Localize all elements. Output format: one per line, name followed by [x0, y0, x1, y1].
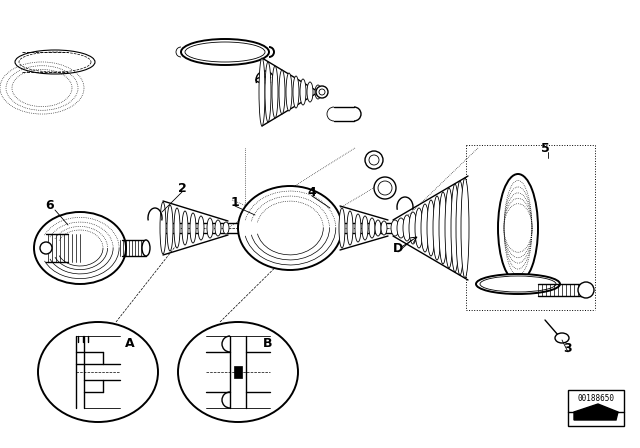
Ellipse shape	[409, 212, 417, 244]
Ellipse shape	[403, 215, 411, 241]
Ellipse shape	[421, 204, 429, 252]
Ellipse shape	[433, 196, 441, 260]
Ellipse shape	[185, 42, 265, 62]
Polygon shape	[574, 404, 618, 420]
Ellipse shape	[347, 211, 353, 245]
Ellipse shape	[265, 62, 271, 122]
Ellipse shape	[397, 218, 405, 238]
Ellipse shape	[238, 186, 342, 270]
Ellipse shape	[369, 155, 379, 165]
Ellipse shape	[279, 70, 285, 114]
Ellipse shape	[190, 213, 196, 243]
Ellipse shape	[142, 240, 150, 256]
Ellipse shape	[215, 220, 221, 236]
Ellipse shape	[381, 221, 387, 235]
Ellipse shape	[374, 177, 396, 199]
Text: 4: 4	[308, 185, 316, 198]
Ellipse shape	[286, 73, 292, 111]
Ellipse shape	[223, 222, 229, 234]
Ellipse shape	[578, 282, 594, 298]
Text: 2: 2	[178, 181, 186, 194]
Ellipse shape	[167, 205, 173, 251]
Ellipse shape	[315, 85, 321, 99]
Ellipse shape	[415, 208, 423, 248]
Ellipse shape	[375, 220, 381, 236]
Text: 3: 3	[564, 341, 572, 354]
Ellipse shape	[198, 216, 204, 240]
Ellipse shape	[319, 89, 325, 95]
Ellipse shape	[181, 39, 269, 65]
Text: A: A	[125, 336, 135, 349]
Ellipse shape	[445, 188, 453, 268]
Ellipse shape	[365, 151, 383, 169]
Ellipse shape	[34, 212, 126, 284]
Ellipse shape	[259, 58, 265, 126]
Ellipse shape	[40, 242, 52, 254]
Text: B: B	[263, 336, 273, 349]
Ellipse shape	[362, 216, 368, 240]
Ellipse shape	[272, 66, 278, 118]
Ellipse shape	[293, 76, 299, 108]
Text: 00188650: 00188650	[577, 393, 614, 402]
Text: 6: 6	[45, 198, 54, 211]
Ellipse shape	[461, 178, 469, 278]
Ellipse shape	[339, 208, 345, 248]
Ellipse shape	[316, 86, 328, 98]
Bar	[234, 366, 242, 378]
Ellipse shape	[480, 276, 556, 292]
Ellipse shape	[300, 79, 306, 105]
Bar	[568, 390, 624, 426]
Ellipse shape	[160, 202, 166, 254]
Ellipse shape	[307, 82, 313, 102]
Ellipse shape	[439, 192, 447, 264]
Ellipse shape	[174, 208, 180, 248]
Ellipse shape	[555, 333, 569, 343]
Ellipse shape	[498, 174, 538, 282]
Ellipse shape	[207, 218, 213, 238]
Ellipse shape	[456, 181, 464, 275]
Ellipse shape	[391, 220, 399, 236]
Ellipse shape	[451, 184, 459, 272]
Ellipse shape	[427, 200, 435, 256]
Ellipse shape	[476, 274, 560, 294]
Ellipse shape	[355, 214, 361, 242]
Ellipse shape	[178, 322, 298, 422]
Text: D: D	[393, 241, 403, 254]
Text: 5: 5	[541, 142, 549, 155]
Ellipse shape	[38, 322, 158, 422]
Ellipse shape	[378, 181, 392, 195]
Ellipse shape	[369, 218, 375, 238]
Text: 1: 1	[230, 195, 239, 208]
Ellipse shape	[182, 211, 188, 245]
